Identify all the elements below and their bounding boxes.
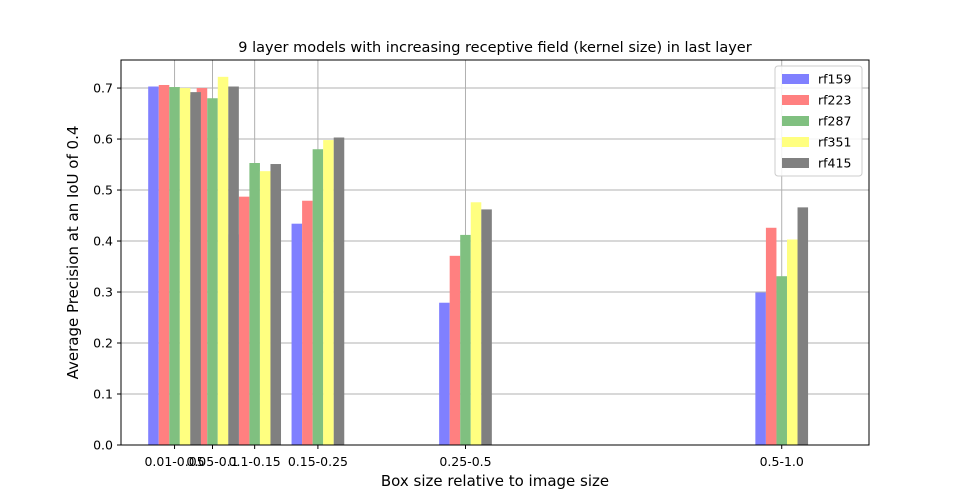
bar-rf223: [196, 88, 208, 445]
legend-label-rf351: rf351: [818, 135, 851, 150]
bar-rf223: [765, 227, 777, 445]
bar-rf415: [797, 207, 809, 445]
x-axis: 0.01-0.050.05-0.10.1-0.15 0.15-0.25 0.25-0…: [144, 445, 804, 469]
bars: [148, 76, 809, 446]
bar-rf159: [439, 302, 450, 445]
bar-rf351: [786, 239, 798, 445]
x-tick-label: 0.1-0.15: [229, 454, 281, 469]
bar-rf415: [270, 164, 282, 445]
bar-rf287: [776, 276, 787, 445]
chart-title: 9 layer models with increasing receptive…: [238, 40, 751, 56]
y-tick-label: 0.5: [93, 183, 113, 198]
y-tick-label: 0.7: [93, 81, 113, 96]
y-tick-label: 0.3: [93, 285, 113, 300]
y-tick-label: 0.1: [93, 387, 113, 402]
x-tick-label: 0.5-1.0: [760, 454, 804, 469]
y-tick-label: 0.2: [93, 336, 113, 351]
legend-label-rf159: rf159: [818, 72, 851, 87]
bar-rf351: [217, 76, 229, 445]
x-tick-label: 0.05-0.1: [186, 454, 238, 469]
bar-rf351: [179, 88, 191, 445]
bar-rf159: [291, 223, 303, 445]
plot-frame: [120, 59, 870, 446]
bar-rf415: [333, 137, 345, 445]
legend-label-rf223: rf223: [818, 93, 851, 108]
legend-box: [774, 65, 863, 177]
legend-swatch-rf351: [782, 137, 809, 147]
x-tick-label: 0.01-0.05: [144, 454, 204, 469]
bar-rf159: [148, 86, 159, 446]
bar-rf351: [323, 140, 334, 445]
legend-swatch-rf223: [782, 95, 809, 105]
bar-rf415: [481, 209, 492, 445]
x-tick-label: 0.15-0.25: [288, 454, 348, 469]
y-tick-label: 0.6: [93, 132, 113, 147]
legend-swatch-rf159: [782, 74, 809, 84]
bar-rf287: [312, 149, 324, 445]
bar-rf351: [259, 171, 271, 445]
x-tick-label: 0.25-0.5: [439, 454, 491, 469]
bar-rf415: [190, 92, 201, 446]
legend: rf159 rf223 rf287 rf351 rf415: [774, 65, 863, 177]
bar-rf159: [755, 292, 766, 445]
bar-rf351: [470, 202, 482, 445]
bar-rf223: [158, 84, 170, 445]
bar-rf223: [238, 196, 250, 445]
bar-rf287: [169, 87, 180, 445]
legend-swatch-rf287: [782, 116, 809, 126]
bar-rf415: [228, 86, 239, 446]
bar-rf223: [302, 200, 313, 445]
y-tick-label: 0.0: [93, 438, 113, 453]
x-axis-label: Box size relative to image size: [381, 472, 609, 490]
legend-label-rf287: rf287: [818, 114, 851, 129]
legend-label-rf415: rf415: [818, 156, 851, 171]
y-axis: 0.0 0.1 0.2 0.3 0.4 0.5 0.6 0.7: [93, 81, 121, 453]
y-axis-label: Average Precision at an IoU of 0.4: [64, 126, 82, 380]
legend-swatch-rf415: [782, 158, 809, 168]
y-tick-label: 0.4: [93, 234, 113, 249]
bar-rf223: [449, 255, 461, 445]
bar-rf287: [249, 163, 260, 445]
bar-rf287: [460, 234, 471, 445]
bar-rf287: [207, 98, 218, 446]
